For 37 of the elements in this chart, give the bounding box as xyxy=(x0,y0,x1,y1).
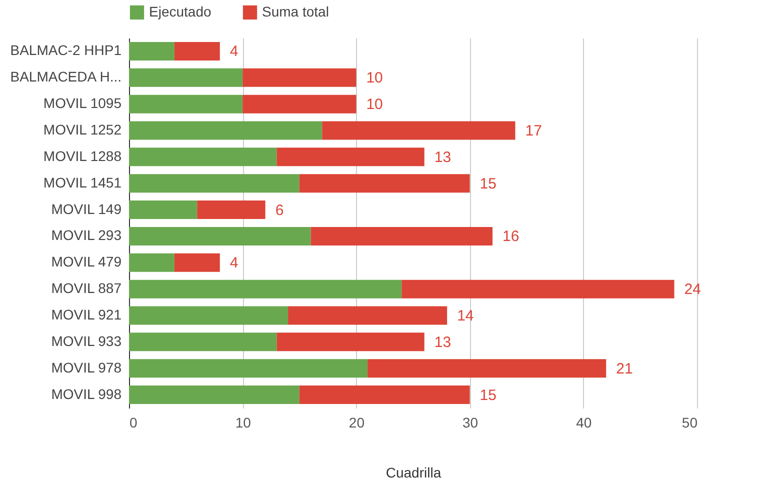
data-label: 15 xyxy=(480,175,496,192)
x-tick-label: 50 xyxy=(682,414,698,430)
data-label: 10 xyxy=(366,70,383,87)
x-axis-title: Cuadrilla xyxy=(386,464,442,480)
y-tick-label: MOVIL 978 xyxy=(51,359,122,376)
data-label: 15 xyxy=(480,386,496,404)
y-tick-label: MOVIL 887 xyxy=(51,280,122,296)
legend-label: Suma total xyxy=(262,3,329,20)
x-tick-label: 40 xyxy=(576,414,592,430)
data-label: 10 xyxy=(366,96,383,114)
y-tick-label: MOVIL 1288 xyxy=(43,148,122,164)
y-tick-label: MOVIL 1252 xyxy=(43,122,122,138)
data-label: 13 xyxy=(434,148,452,166)
y-tick-label: MOVIL 479 xyxy=(51,254,122,270)
y-tick-label: MOVIL 149 xyxy=(51,200,122,217)
x-tick-label: 20 xyxy=(348,414,365,430)
data-label: 14 xyxy=(457,308,474,324)
y-tick-label: MOVIL 921 xyxy=(51,306,122,322)
y-tick-label: MOVIL 293 xyxy=(51,227,122,244)
legend-label: Ejecutado xyxy=(149,3,212,20)
data-label: 6 xyxy=(275,202,284,219)
data-label: 24 xyxy=(684,281,701,298)
y-tick-label: BALMACEDA H... xyxy=(10,68,122,85)
y-tick-label: BALMAC-2 HHP1 xyxy=(10,42,122,58)
y-tick-label: MOVIL 1095 xyxy=(43,95,122,112)
data-label: 16 xyxy=(502,228,520,246)
x-tick-label: 10 xyxy=(235,414,252,430)
x-tick-label: 30 xyxy=(462,414,478,430)
data-label: 17 xyxy=(525,122,542,140)
data-label: 4 xyxy=(230,43,238,60)
y-tick-label: MOVIL 933 xyxy=(51,332,122,349)
data-label: 4 xyxy=(230,254,238,272)
data-label: 13 xyxy=(434,334,452,351)
x-tick-label: 0 xyxy=(130,414,138,430)
y-tick-label: MOVIL 998 xyxy=(51,386,122,402)
y-tick-label: MOVIL 1451 xyxy=(43,174,122,190)
data-label: 21 xyxy=(616,360,633,378)
